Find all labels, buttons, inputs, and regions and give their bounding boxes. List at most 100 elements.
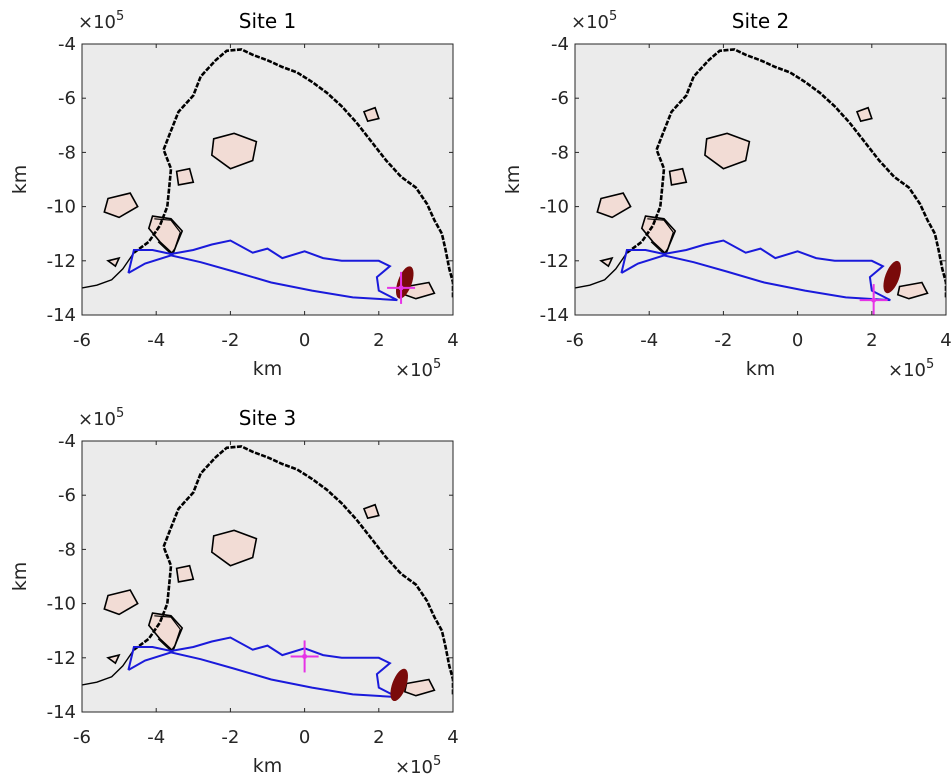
y-exponent: ×105: [78, 9, 124, 33]
x-axis-label: km: [253, 358, 283, 380]
y-tick-label: -8: [58, 142, 76, 163]
y-tick-label: -8: [551, 142, 569, 163]
y-axis-label: km: [9, 165, 31, 195]
island-outline: [175, 564, 195, 583]
y-tick-label: -4: [551, 34, 569, 55]
y-axis-label: km: [502, 165, 524, 195]
island-outline: [855, 106, 873, 123]
coastline-west: [575, 252, 628, 289]
ice-rise-outline: [154, 615, 181, 652]
coastline-west: [82, 252, 135, 289]
axes-box: [81, 43, 454, 316]
catchment-boundary: [127, 636, 398, 699]
x-tick-label: -4: [147, 330, 165, 351]
y-tick-label: -10: [47, 594, 76, 615]
site-marker-dot: [302, 653, 308, 659]
y-tick-label: -14: [540, 305, 569, 326]
island-outline: [103, 192, 139, 219]
x-exponent-power: 5: [433, 754, 441, 769]
x-exponent: ×105: [888, 357, 934, 381]
island-outline: [596, 192, 632, 219]
x-tick-label: -6: [73, 727, 91, 748]
site-marker-dot: [871, 297, 877, 303]
y-tick-label: -10: [540, 197, 569, 218]
island-outline: [106, 653, 121, 665]
y-tick-label: -6: [58, 88, 76, 109]
island-outline: [599, 256, 614, 268]
x-tick-label: -2: [221, 330, 239, 351]
island-outline: [362, 106, 380, 123]
coastline-west: [82, 649, 135, 686]
ice-rise-outline: [154, 218, 181, 255]
x-tick-label: -6: [73, 330, 91, 351]
island-outline: [106, 256, 121, 268]
x-tick-label: 2: [373, 727, 384, 748]
chart-title: Site 1: [239, 9, 296, 33]
x-exponent: ×105: [395, 357, 441, 381]
x-tick-label: 2: [866, 330, 877, 351]
x-tick-label: -2: [221, 727, 239, 748]
x-tick-label: -4: [147, 727, 165, 748]
panel-2: -6 -4 -2 0 2 4 -4 -6 -8 -10 -12 -14 Site 2 km km ×105 ×1…: [502, 9, 952, 381]
y-tick-label: -12: [47, 648, 76, 669]
x-exponent-power: 5: [433, 357, 441, 372]
x-tick-label: 0: [299, 727, 310, 748]
y-tick-label: -8: [58, 539, 76, 560]
island-outline: [210, 529, 258, 567]
x-tick-label: 0: [299, 330, 310, 351]
island-outline: [403, 678, 436, 697]
chart-title: Site 2: [732, 9, 789, 33]
island-outline: [896, 281, 929, 300]
x-exponent-power: 5: [926, 357, 934, 372]
x-tick-label: -6: [566, 330, 584, 351]
x-tick-label: 4: [447, 727, 458, 748]
island-outline: [704, 132, 751, 170]
catchment-boundary: [127, 239, 398, 302]
y-tick-label: -4: [58, 431, 76, 452]
y-tick-label: -12: [47, 251, 76, 272]
site-marker-dot: [398, 285, 404, 291]
chart-title: Site 3: [239, 406, 296, 430]
plume: [390, 668, 408, 702]
plot-area: [82, 441, 453, 712]
y-exponent: ×105: [78, 406, 124, 430]
y-exponent-power: 5: [116, 406, 124, 421]
x-exponent: ×105: [395, 754, 441, 778]
y-exponent-power: 5: [116, 9, 124, 24]
y-axis-label: km: [9, 562, 31, 592]
y-exponent-power: 5: [609, 9, 617, 24]
catchment-boundary: [620, 239, 891, 302]
coastline: [133, 48, 453, 299]
plot-area: [575, 44, 946, 315]
x-tick-label: -2: [714, 330, 732, 351]
plume: [883, 260, 901, 294]
x-tick-label: 2: [373, 330, 384, 351]
axes-box: [81, 440, 454, 713]
y-tick-label: -10: [47, 197, 76, 218]
island-outline: [210, 132, 258, 170]
coastline: [626, 48, 946, 299]
y-tick-label: -6: [551, 88, 569, 109]
y-tick-label: -14: [47, 305, 76, 326]
plot-area: [82, 44, 453, 315]
panel-1: -6 -4 -2 0 2 4 -4 -6 -8 -10 -12 -14 Site 1 km km ×105 ×1…: [9, 9, 459, 381]
y-tick-label: -4: [58, 34, 76, 55]
x-tick-label: -4: [640, 330, 658, 351]
x-tick-label: 0: [792, 330, 803, 351]
y-tick-label: -6: [58, 485, 76, 506]
x-tick-label: 4: [940, 330, 951, 351]
panel-3: -6 -4 -2 0 2 4 -4 -6 -8 -10 -12 -14 Site 3 km km ×105 ×1…: [9, 406, 459, 778]
ice-rise-outline: [647, 218, 674, 255]
island-outline: [668, 167, 688, 186]
island-outline: [362, 503, 380, 520]
coastline: [133, 445, 453, 696]
y-exponent: ×105: [571, 9, 617, 33]
island-outline: [103, 589, 139, 616]
x-tick-label: 4: [447, 330, 458, 351]
x-axis-label: km: [253, 755, 283, 777]
y-tick-label: -12: [540, 251, 569, 272]
island-outline: [175, 167, 195, 186]
x-axis-label: km: [746, 358, 776, 380]
y-tick-label: -14: [47, 702, 76, 723]
